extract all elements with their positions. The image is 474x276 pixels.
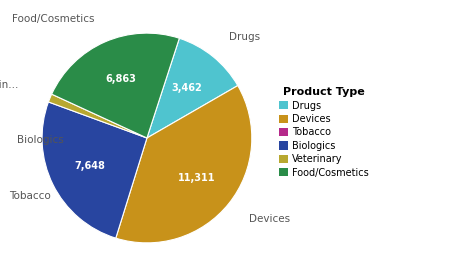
Text: 11,311: 11,311 [178, 173, 216, 183]
Wedge shape [116, 86, 252, 243]
Text: Food/Cosmetics: Food/Cosmetics [12, 14, 95, 24]
Text: Devices: Devices [249, 214, 290, 224]
Text: 3,462: 3,462 [172, 83, 202, 93]
Text: 6,863: 6,863 [106, 74, 137, 84]
Text: Drugs: Drugs [229, 32, 260, 42]
Text: Veterin...: Veterin... [0, 80, 19, 91]
Wedge shape [147, 38, 238, 138]
Text: Tobacco: Tobacco [9, 191, 51, 201]
Wedge shape [52, 33, 179, 138]
Legend: Drugs, Devices, Tobacco, Biologics, Veterinary, Food/Cosmetics: Drugs, Devices, Tobacco, Biologics, Vete… [279, 87, 369, 178]
Text: 7,648: 7,648 [74, 161, 105, 171]
Text: Biologics: Biologics [18, 135, 64, 145]
Wedge shape [48, 94, 147, 138]
Wedge shape [42, 102, 147, 238]
